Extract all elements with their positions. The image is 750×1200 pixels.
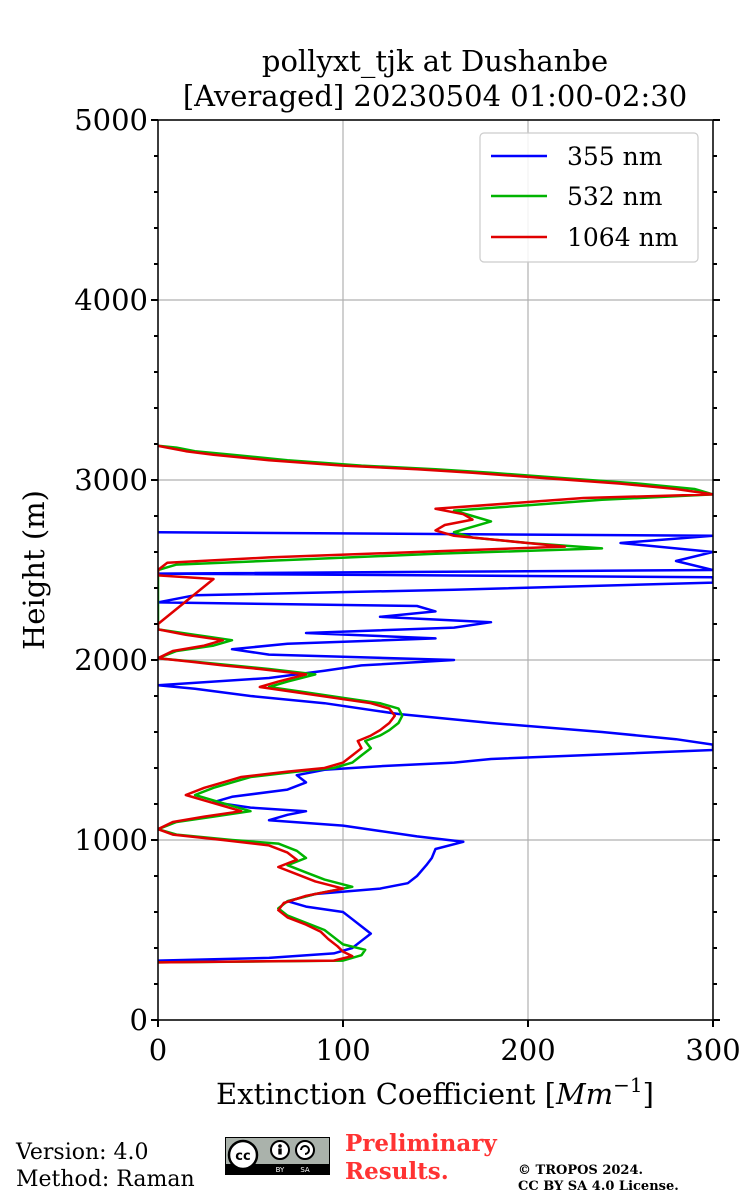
x-axis-label-exponent: −1 — [613, 1073, 642, 1097]
x-tick-label: 0 — [149, 1033, 167, 1067]
series-layer — [158, 444, 713, 964]
y-axis-label: Height (m) — [17, 490, 51, 650]
x-axis-label-unit: Mm — [555, 1077, 613, 1111]
series-line-1064-nm — [158, 444, 713, 964]
svg-text:cc: cc — [235, 1149, 250, 1164]
preliminary-line1: Preliminary — [345, 1130, 497, 1157]
version-text: Version: 4.0 — [16, 1140, 149, 1165]
cc-by-sa-icon: cc BY SA — [225, 1137, 330, 1175]
preliminary-line2: Results. — [345, 1158, 449, 1185]
copyright-line2: CC BY SA 4.0 License. — [518, 1179, 679, 1194]
series-line-532-nm — [158, 444, 713, 964]
chart-title-line2: [Averaged] 20230504 01:00-02:30 — [183, 79, 687, 113]
copyright-line1: © TROPOS 2024. — [518, 1163, 644, 1178]
x-axis-label: Extinction Coefficient [Mm−1] — [216, 1073, 654, 1111]
plot-frame — [157, 119, 714, 1021]
legend-label-532: 532 nm — [567, 182, 663, 211]
y-tick-label: 3000 — [74, 463, 148, 497]
axis-ticks — [151, 119, 720, 1027]
cc-label-sa: SA — [300, 1166, 310, 1174]
method-text: Method: Raman — [16, 1167, 195, 1192]
y-tick-label: 1000 — [74, 823, 148, 857]
chart-title-line1: pollyxt_tjk at Dushanbe — [262, 44, 608, 79]
y-tick-label: 4000 — [74, 283, 148, 317]
copyright-notice: © TROPOS 2024. CC BY SA 4.0 License. — [518, 1163, 679, 1195]
x-axis-label-close: ] — [643, 1077, 654, 1111]
legend-box — [479, 132, 699, 263]
series-line-355-nm — [158, 530, 713, 962]
legend: 355 nm 532 nm 1064 nm — [479, 132, 699, 263]
x-axis-label-text: Extinction Coefficient [ — [216, 1077, 556, 1111]
x-tick-label: 100 — [315, 1033, 370, 1067]
x-tick-label: 300 — [685, 1033, 740, 1067]
legend-label-1064: 1064 nm — [567, 223, 679, 252]
preliminary-results-label: Preliminary Results. — [345, 1130, 497, 1186]
legend-label-355: 355 nm — [567, 142, 663, 171]
cc-label-by: BY — [276, 1166, 285, 1174]
y-tick-label: 0 — [130, 1003, 148, 1037]
x-tick-label: 200 — [500, 1033, 555, 1067]
y-tick-label: 2000 — [74, 643, 148, 677]
y-tick-label: 5000 — [74, 103, 148, 137]
